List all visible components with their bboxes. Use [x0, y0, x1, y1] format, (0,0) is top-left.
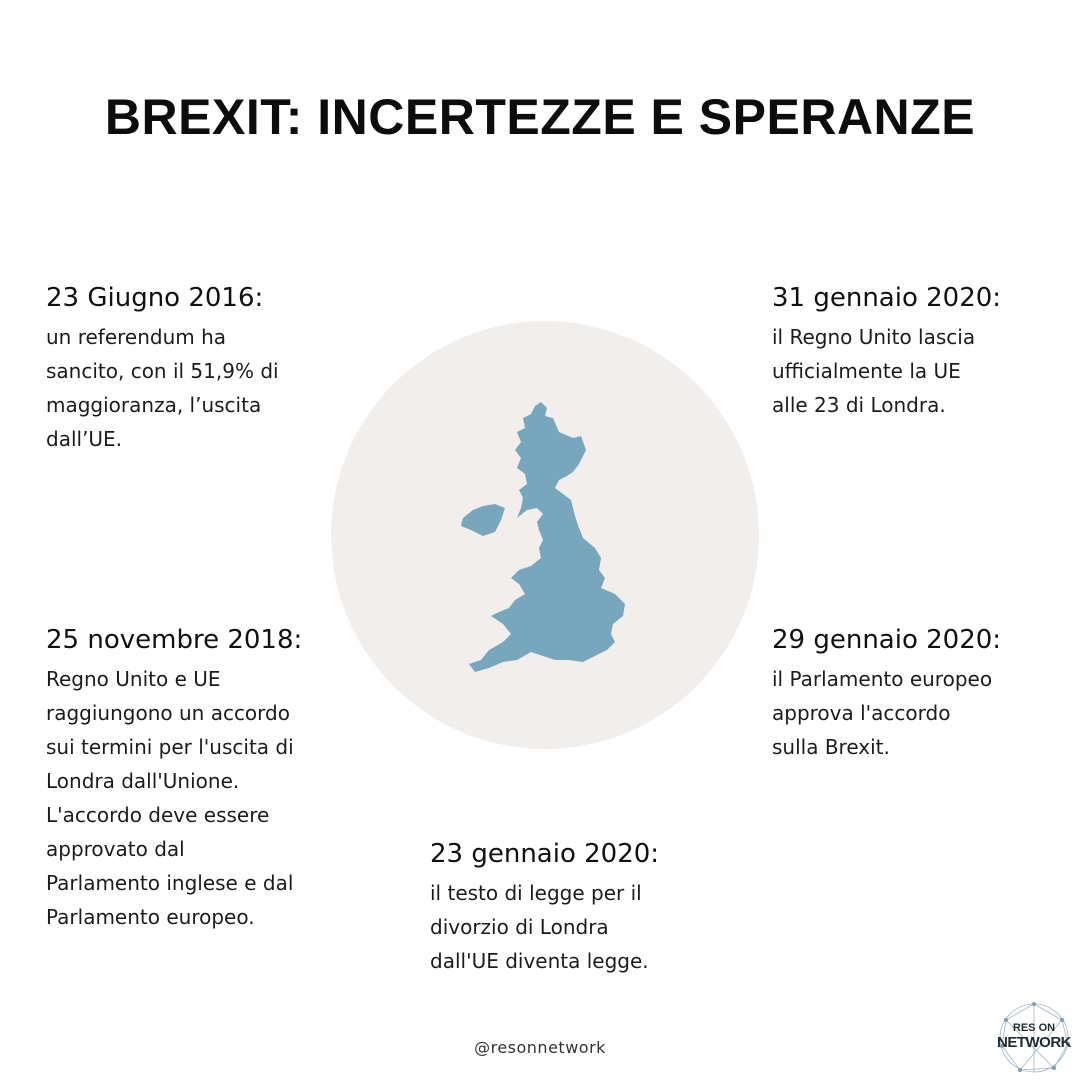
- event-date: 23 Giugno 2016:: [46, 283, 264, 313]
- event-2018-agreement: 25 novembre 2018: Regno Unito e UE raggi…: [46, 622, 336, 934]
- page-title: BREXIT: INCERTEZZE E SPERANZE: [104, 89, 976, 145]
- event-date: 23 gennaio 2020:: [430, 839, 660, 869]
- event-description: il Parlamento europeo approva l'accordo …: [772, 667, 993, 759]
- social-handle: @resonnetwork: [474, 1038, 606, 1057]
- network-logo-icon: RES ON NETWORK: [996, 1000, 1072, 1076]
- event-date: 29 gennaio 2020:: [772, 625, 1002, 655]
- uk-map-icon: [461, 402, 625, 672]
- event-date: 31 gennaio 2020:: [772, 283, 1002, 313]
- event-2020-01-29: 29 gennaio 2020: il Parlamento europeo a…: [772, 622, 1062, 764]
- event-description: il Regno Unito lascia ufficialmente la U…: [772, 325, 976, 417]
- event-description: un referendum ha sancito, con il 51,9% d…: [46, 325, 279, 451]
- event-2016-referendum: 23 Giugno 2016: un referendum ha sancito…: [46, 280, 336, 456]
- event-date: 25 novembre 2018:: [46, 625, 303, 655]
- network-mesh-icon: [999, 1002, 1070, 1073]
- event-description: Regno Unito e UE raggiungono un accordo …: [46, 667, 294, 929]
- event-description: il testo di legge per il divorzio di Lon…: [430, 881, 649, 973]
- event-2020-01-31: 31 gennaio 2020: il Regno Unito lascia u…: [772, 280, 1062, 422]
- logo-top-text: RES ON: [1012, 1022, 1056, 1034]
- logo-main-text: NETWORK: [997, 1034, 1072, 1051]
- event-2020-01-23: 23 gennaio 2020: il testo di legge per i…: [430, 836, 720, 978]
